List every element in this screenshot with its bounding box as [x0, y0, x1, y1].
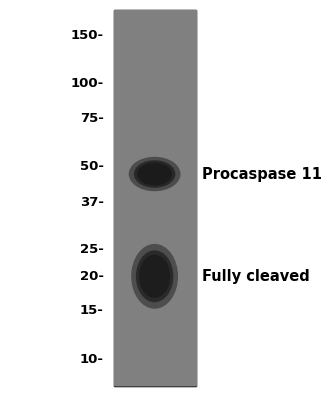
Ellipse shape: [136, 250, 173, 302]
Text: 15-: 15-: [80, 304, 104, 317]
Text: Procaspase 11: Procaspase 11: [202, 166, 322, 182]
Text: 150-: 150-: [70, 29, 104, 42]
Ellipse shape: [139, 255, 170, 298]
Text: 10-: 10-: [80, 353, 104, 366]
Ellipse shape: [138, 162, 172, 186]
Ellipse shape: [129, 157, 181, 191]
Text: 25-: 25-: [80, 243, 104, 256]
Text: Fully cleaved: Fully cleaved: [202, 269, 310, 284]
Text: 37-: 37-: [80, 196, 104, 209]
Text: 20-: 20-: [80, 270, 104, 283]
Bar: [114, 10, 196, 386]
Text: 75-: 75-: [80, 112, 104, 124]
Text: 50-: 50-: [80, 160, 104, 173]
Ellipse shape: [131, 244, 178, 309]
Text: 100-: 100-: [70, 77, 104, 90]
Ellipse shape: [134, 160, 175, 188]
Bar: [114, 10, 196, 386]
